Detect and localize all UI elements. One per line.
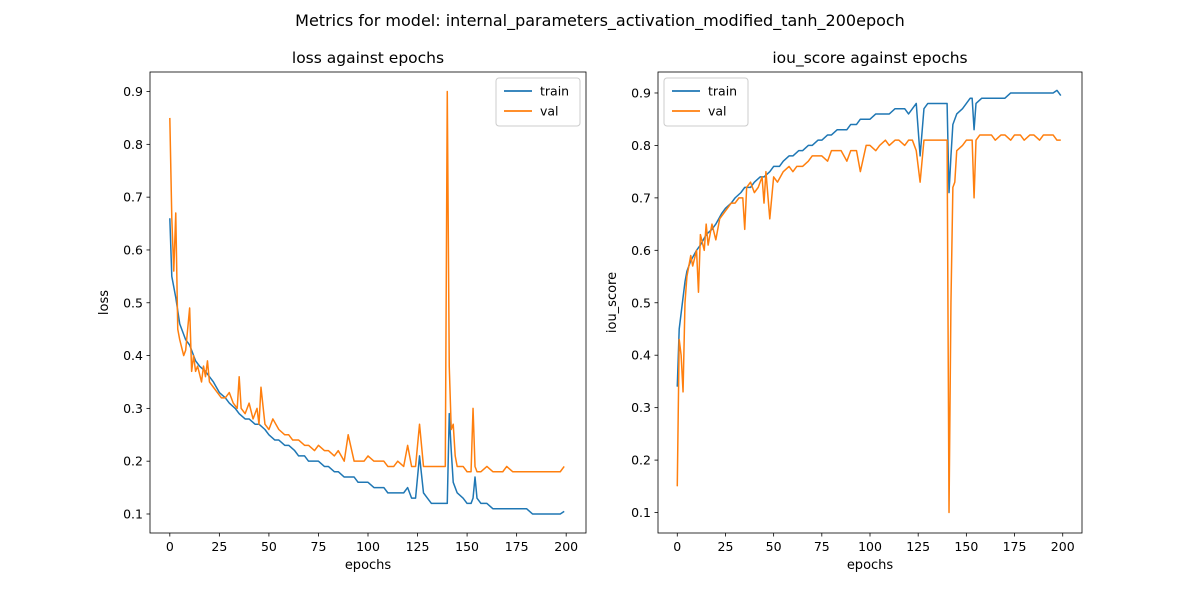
x-tick-label: 50 <box>261 539 277 554</box>
x-tick-label: 200 <box>554 539 578 554</box>
legend: train val <box>495 77 581 127</box>
figure-title: Metrics for model: internal_parameters_a… <box>295 11 905 31</box>
series-line-train <box>169 218 565 515</box>
chart-title: loss against epochs <box>292 49 444 67</box>
y-tick-label: 0.1 <box>123 506 143 521</box>
y-tick-label: 0.4 <box>123 348 143 363</box>
x-tick-label: 25 <box>211 539 227 554</box>
series-line-val <box>676 134 1061 514</box>
x-tick-label: 150 <box>954 539 978 554</box>
y-tick-label: 0.5 <box>123 295 143 310</box>
y-tick-label: 0.4 <box>631 348 651 363</box>
chart-title: iou_score against epochs <box>772 49 967 68</box>
chart-panel-2: 0 25 50 75 100 125 150 175 200 0.1 0.2 0.3 0.4 0.5 0.6… <box>605 49 1083 573</box>
x-tick-label: 100 <box>858 539 882 554</box>
legend: train val <box>663 77 749 127</box>
x-tick-label: 200 <box>1051 539 1075 554</box>
x-tick-label: 125 <box>906 539 930 554</box>
plot-frame <box>657 71 1083 534</box>
y-tick-label: 0.2 <box>123 454 143 469</box>
y-tick-label: 0.2 <box>631 453 651 468</box>
x-axis-label: epochs <box>345 558 392 573</box>
legend-label-train: train <box>540 84 569 99</box>
legend-label-train: train <box>708 84 737 99</box>
y-tick-label: 0.3 <box>631 400 651 415</box>
y-tick-label: 0.7 <box>123 190 143 205</box>
x-tick-label: 125 <box>406 539 430 554</box>
x-tick-label: 25 <box>718 539 734 554</box>
y-tick-label: 0.6 <box>123 242 143 257</box>
y-tick-label: 0.7 <box>631 190 651 205</box>
x-tick-label: 175 <box>505 539 529 554</box>
y-axis-label: iou_score <box>605 272 620 333</box>
series-line-val <box>169 90 565 473</box>
x-tick-label: 0 <box>166 539 174 554</box>
legend-label-val: val <box>540 104 559 119</box>
y-tick-label: 0.3 <box>123 401 143 416</box>
x-tick-label: 100 <box>356 539 380 554</box>
legend-box <box>495 77 581 127</box>
y-tick-label: 0.1 <box>631 505 651 520</box>
plot-frame <box>149 71 587 534</box>
y-tick-label: 0.8 <box>123 137 143 152</box>
x-tick-label: 150 <box>455 539 479 554</box>
y-tick-label: 0.8 <box>631 138 651 153</box>
y-axis-label: loss <box>97 290 112 315</box>
y-tick-label: 0.6 <box>631 243 651 258</box>
x-tick-label: 50 <box>766 539 782 554</box>
x-tick-label: 75 <box>814 539 830 554</box>
legend-label-val: val <box>708 104 727 119</box>
x-tick-label: 175 <box>1003 539 1027 554</box>
x-axis-label: epochs <box>847 558 894 573</box>
x-tick-label: 75 <box>311 539 327 554</box>
y-tick-label: 0.5 <box>631 295 651 310</box>
y-tick-label: 0.9 <box>631 85 651 100</box>
legend-box <box>663 77 749 127</box>
x-tick-label: 0 <box>673 539 681 554</box>
series-line-train <box>676 89 1062 387</box>
chart-panel-1: 0 25 50 75 100 125 150 175 200 0.1 0.2 0.3 0.4 0.5 0.6… <box>97 49 587 573</box>
y-tick-label: 0.9 <box>123 84 143 99</box>
